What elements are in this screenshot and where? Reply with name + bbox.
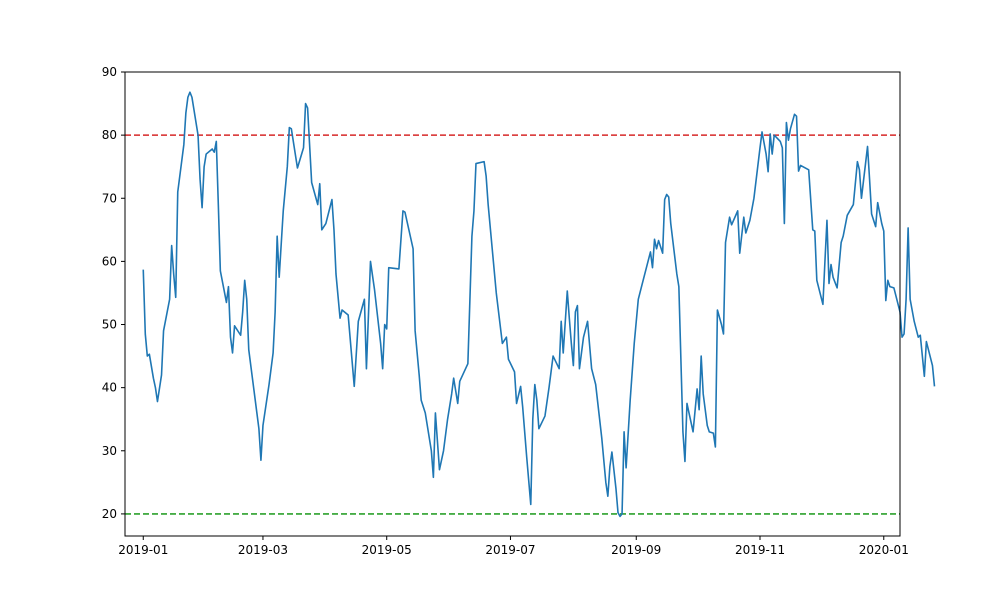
x-tick-label: 2019-07 bbox=[485, 543, 535, 557]
x-tick-label: 2019-11 bbox=[735, 543, 785, 557]
y-tick-label: 50 bbox=[102, 318, 117, 332]
x-tick-label: 2020-01 bbox=[859, 543, 909, 557]
y-tick-label: 40 bbox=[102, 381, 117, 395]
reference-lines bbox=[125, 134, 900, 515]
x-tick-label: 2019-09 bbox=[611, 543, 661, 557]
y-tick-label: 20 bbox=[102, 507, 117, 521]
x-axis: 2019-01 2019-03 2019-05 2019-07 2019-09 2019-… bbox=[118, 536, 909, 557]
y-tick-label: 60 bbox=[102, 254, 117, 268]
series-layer bbox=[142, 91, 936, 518]
y-axis: 20 30 40 50 60 70 80 90 bbox=[102, 65, 125, 521]
x-tick-label: 2019-03 bbox=[238, 543, 288, 557]
plot-frame bbox=[124, 71, 901, 537]
x-tick-label: 2019-05 bbox=[362, 543, 412, 557]
y-tick-label: 90 bbox=[102, 65, 117, 79]
series-line-0 bbox=[142, 91, 936, 518]
y-tick-label: 30 bbox=[102, 444, 117, 458]
x-tick-label: 2019-01 bbox=[118, 543, 168, 557]
y-tick-label: 80 bbox=[102, 128, 117, 142]
y-tick-label: 70 bbox=[102, 191, 117, 205]
